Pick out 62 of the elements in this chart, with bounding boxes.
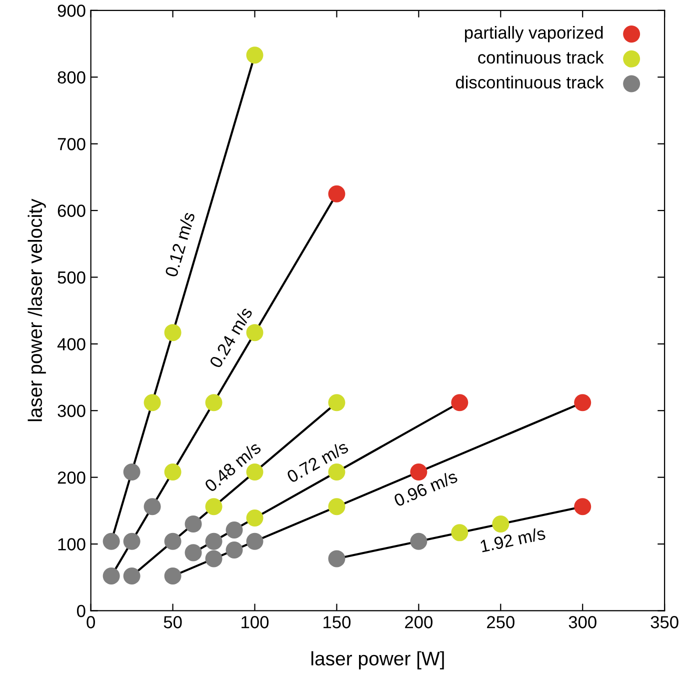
- point: [205, 550, 222, 568]
- point: [164, 324, 182, 342]
- point: [184, 516, 202, 533]
- point: [123, 568, 140, 585]
- point: [410, 532, 428, 550]
- x-tick-label: 100: [242, 616, 269, 628]
- y-tick-label: 100: [58, 538, 86, 550]
- y-axis-title: laser power /laser velocity: [28, 198, 46, 422]
- point: [205, 394, 222, 412]
- point: [102, 532, 120, 550]
- x-tick-label: 200: [405, 616, 432, 628]
- y-tick-label: 300: [58, 404, 86, 418]
- y-tick-label: 700: [58, 138, 86, 150]
- point: [164, 532, 182, 550]
- point: [102, 568, 120, 585]
- point: [574, 394, 592, 412]
- point: [164, 463, 182, 480]
- point: [328, 498, 346, 516]
- text: 0.48 m/s: [204, 440, 262, 493]
- legend-label: partially vaporized: [465, 26, 603, 42]
- point: [144, 498, 161, 516]
- point: [205, 532, 222, 550]
- x-tick-label: 150: [324, 616, 351, 628]
- point: [123, 463, 140, 480]
- point: [246, 532, 264, 550]
- point: [328, 185, 346, 202]
- point: [164, 568, 182, 585]
- y-tick-label: 500: [58, 271, 86, 284]
- legend-label: continuous track: [478, 50, 604, 64]
- point: [492, 516, 510, 533]
- point: [184, 544, 202, 562]
- point: [123, 532, 140, 550]
- point: [246, 510, 264, 527]
- y-tick-label: 900: [58, 4, 86, 17]
- point: [328, 550, 346, 568]
- point: [451, 524, 468, 542]
- x-tick-label: 300: [568, 616, 596, 628]
- x-tick-label: 50: [164, 616, 182, 628]
- point: [226, 522, 243, 539]
- legend-label: discontinuous track: [456, 76, 604, 89]
- point: [226, 542, 243, 559]
- y-tick-label: 600: [58, 204, 86, 217]
- y-tick-label: 400: [57, 338, 86, 350]
- text: 1.92 m/s: [480, 526, 546, 552]
- x-tick-label: 0: [86, 616, 95, 628]
- point: [574, 498, 592, 516]
- text: 0.72 m/s: [286, 440, 350, 484]
- text: 0.96 m/s: [393, 470, 458, 507]
- y-tick-label: 0: [77, 604, 86, 618]
- point: [205, 498, 222, 516]
- point: [328, 394, 346, 412]
- x-tick-label: 350: [650, 616, 678, 628]
- point: [144, 394, 161, 412]
- y-tick-label: 800: [58, 71, 86, 84]
- point: [328, 463, 346, 480]
- x-tick-label: 250: [487, 616, 514, 628]
- x-axis-title: laser power [W]: [311, 651, 444, 670]
- point: [451, 394, 468, 412]
- point: [410, 463, 428, 480]
- y-tick-label: 200: [58, 471, 86, 484]
- point: [246, 46, 264, 64]
- text: 0.12 m/s: [164, 211, 196, 278]
